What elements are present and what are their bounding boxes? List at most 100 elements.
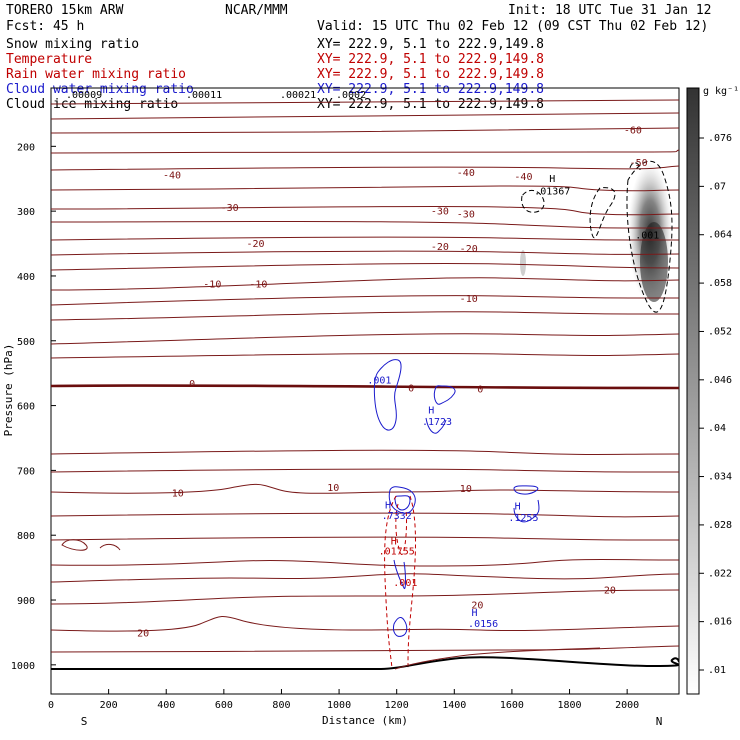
contour-label: -30: [431, 206, 449, 217]
isotherm-line: [99, 543, 121, 551]
cloud-water-contour: [513, 499, 540, 523]
y-axis-label: Pressure (hPa): [2, 344, 15, 437]
cloud-water-contour: [513, 485, 539, 495]
rain-water-contour: [384, 495, 397, 669]
x-tick-label: 1000: [327, 700, 351, 711]
cloud-water-contour: [393, 559, 406, 590]
x-axis: 0 200 400 600 800 1000 1200 1400 1600 1800 2000: [48, 689, 639, 711]
x-end-label-north: N: [656, 715, 663, 728]
top-label: .00011: [186, 90, 222, 101]
colorbar: g kg⁻¹ .01 .016 .022 .028 .034 .04 .046 .052 .05…: [686, 86, 739, 695]
x-tick-label: 1600: [500, 700, 524, 711]
field-name-temperature: Temperature: [6, 52, 92, 67]
isotherm-line: [51, 277, 679, 291]
isotherm-line: [51, 512, 679, 518]
y-tick-label: 900: [17, 596, 35, 607]
isotherm-line: [51, 468, 679, 473]
cloud-water-contour: [394, 495, 411, 511]
contour-label: .1255: [508, 513, 538, 524]
contour-label: -30: [221, 203, 239, 214]
isotherm-line: [51, 112, 679, 120]
isotherm-line: [51, 127, 679, 134]
top-label: .00021: [280, 90, 316, 101]
y-tick-label: 600: [17, 402, 35, 413]
isotherm-line: [51, 536, 679, 541]
isotherm-line: [51, 185, 679, 192]
colorbar-tick-label: .07: [708, 181, 726, 192]
cloud-ice-contours: [521, 160, 673, 313]
contour-label: .1723: [422, 417, 452, 428]
x-axis-label: Distance (km): [322, 714, 408, 727]
rain-water-contours: [384, 495, 416, 669]
contour-label: .01755: [379, 547, 415, 558]
colorbar-tick-label: .034: [708, 472, 732, 483]
isotherm-line: [51, 221, 679, 229]
colorbar-tick-label: .064: [708, 230, 732, 241]
cloud-ice-contour: [521, 189, 545, 213]
forecast-hour: Fcst: 45 h: [6, 19, 84, 34]
rain-water-contour: [395, 503, 408, 555]
contour-label: -60: [624, 125, 642, 136]
field-name-snow: Snow mixing ratio: [6, 37, 139, 52]
isotherm-line: [51, 205, 679, 216]
isotherm-line: [51, 449, 679, 455]
terrain-isotherm: [394, 647, 601, 670]
isotherm-lines: [51, 99, 679, 653]
snow-shading-small: [520, 250, 526, 276]
colorbar-tick-label: .04: [708, 423, 726, 434]
init-time: Init: 18 UTC Tue 31 Jan 12: [508, 3, 712, 18]
x-tick-label: 2000: [615, 700, 639, 711]
isotherm-line: [51, 352, 679, 359]
top-label: .0002: [336, 90, 366, 101]
contour-label: -40: [163, 171, 181, 182]
contour-label: .001: [393, 578, 417, 589]
contour-label: 10: [460, 484, 472, 495]
isotherm-line: [51, 165, 679, 171]
isotherm-line: [51, 559, 679, 567]
field-name-cloud-ice: Cloud ice mixing ratio: [6, 97, 178, 112]
contour-label: 0: [408, 383, 414, 394]
contour-labels: -60 -50 -40 -40 -40 -30 -30 -30 -20 -20 -20 -10 -10 -…: [137, 125, 659, 639]
y-tick-label: 1000: [11, 661, 35, 672]
contour-label: .0156: [468, 619, 498, 630]
isotherm-line: [51, 149, 679, 154]
colorbar-tick-label: .016: [708, 617, 732, 628]
field-legend: Snow mixing ratio XY= 222.9, 5.1 to 222.…: [6, 37, 544, 112]
cloud-water-contour: [425, 417, 447, 434]
isotherm-line: [51, 573, 679, 583]
freezing-level-line: [51, 384, 679, 390]
x-tick-label: 1200: [385, 700, 409, 711]
contour-label: -20: [460, 244, 478, 255]
snow-shading-core: [640, 222, 668, 302]
plot-area: -60 -50 -40 -40 -40 -30 -30 -30 -20 -20 -20 -10 -10 -…: [51, 99, 679, 670]
field-xy-cloud-water: XY= 222.9, 5.1 to 222.9,149.8: [317, 82, 544, 97]
valid-time: Valid: 15 UTC Thu 02 Feb 12 (09 CST Thu …: [317, 19, 708, 34]
cloud-water-contour: [433, 385, 456, 405]
contour-label: .01367: [534, 186, 570, 197]
isotherm-closed: [61, 539, 88, 551]
terrain-surface-line: [51, 656, 679, 670]
contour-label: H: [549, 174, 555, 185]
rain-water-contour: [407, 495, 416, 669]
contour-label: -40: [514, 172, 532, 183]
contour-label: H: [385, 501, 391, 512]
isotherm-line: [51, 645, 679, 653]
model-title: TORERO 15km ARW: [6, 3, 124, 18]
field-xy-temperature: XY= 222.9, 5.1 to 222.9,149.8: [317, 52, 544, 67]
contour-label: 20: [137, 628, 149, 639]
colorbar-tick-label: .052: [708, 326, 732, 337]
top-labels: .00009 .00011 .00021 .0002: [66, 90, 366, 101]
contour-label: -20: [431, 242, 449, 253]
field-name-cloud-water: Cloud water mixing ratio: [6, 82, 194, 97]
cloud-ice-contour: [626, 160, 673, 313]
contour-label: 20: [471, 600, 483, 611]
colorbar-tick-label: .076: [708, 133, 732, 144]
cloud-water-contour: [373, 359, 402, 431]
cloud-ice-contour: [589, 187, 616, 238]
isotherm-line: [51, 295, 679, 306]
cloud-ice-contour: [629, 162, 641, 171]
contour-label: H: [471, 608, 477, 619]
top-label: .00009: [66, 90, 102, 101]
x-tick-label: 200: [100, 700, 118, 711]
colorbar-tick-label: .046: [708, 375, 732, 386]
